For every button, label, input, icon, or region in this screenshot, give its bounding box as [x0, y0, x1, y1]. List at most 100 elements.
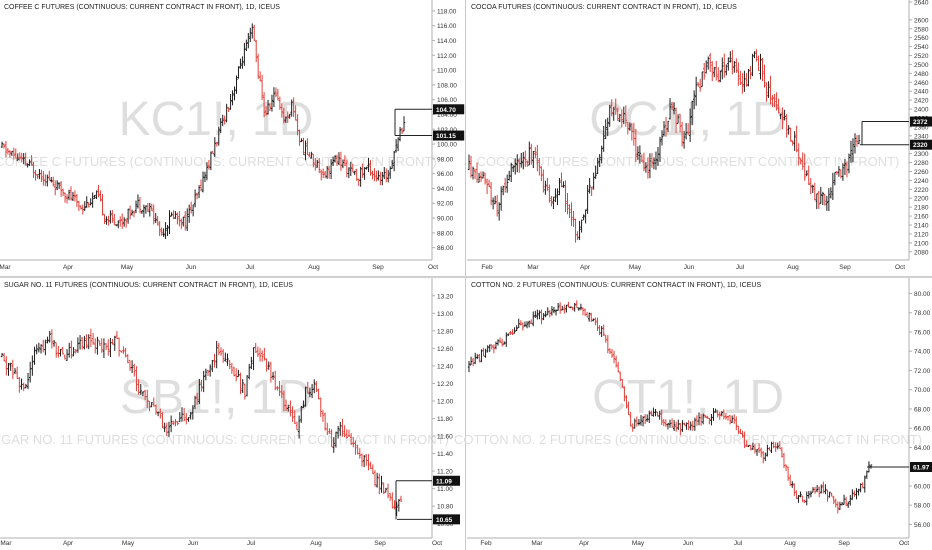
coffee-chart-svg: KC1!, 1D COFFEE C FUTURES (CONTINUOUS: CU… — [0, 0, 465, 271]
ohlc-bar — [136, 194, 140, 209]
ohlc-bar — [163, 422, 166, 433]
ohlc-bar — [349, 433, 353, 446]
ohlc-bar — [269, 361, 273, 383]
ohlc-bar — [396, 137, 400, 152]
ohlc-bar — [757, 55, 760, 72]
y-tick-label: 12.20 — [437, 381, 454, 388]
ohlc-bar — [148, 400, 151, 412]
ohlc-bar — [604, 119, 607, 139]
ohlc-bar — [703, 62, 706, 80]
ohlc-bar — [741, 430, 744, 438]
ohlc-bar — [380, 475, 383, 493]
y-tick-label: 12.40 — [437, 363, 454, 370]
ohlc-bar — [844, 496, 848, 507]
ohlc-bar — [221, 348, 225, 363]
price-tag — [433, 514, 460, 525]
panel-divider-horizontal[interactable] — [0, 276, 932, 278]
ohlc-bar — [97, 184, 100, 198]
ohlc-bar — [610, 99, 613, 117]
ohlc-bar — [592, 318, 595, 322]
chart-panel-coffee[interactable]: KC1!, 1D COFFEE C FUTURES (CONTINUOUS: CU… — [0, 0, 465, 275]
ohlc-bar — [247, 32, 250, 49]
y-tick-label: 2100 — [914, 240, 929, 247]
ohlc-bar — [505, 174, 509, 193]
ohlc-bar — [59, 180, 63, 197]
ohlc-bar — [510, 162, 513, 183]
ohlc-bar — [68, 342, 71, 358]
ohlc-bar — [245, 375, 249, 397]
ohlc-bar — [546, 307, 549, 316]
ohlc-bar — [164, 222, 167, 239]
ohlc-bar — [561, 305, 564, 311]
ohlc-bar — [753, 444, 757, 454]
cotton-chart-svg: CT1!, 1D COTTON NO. 2 FUTURES (CONTINUOUS… — [454, 278, 932, 547]
x-tick-label: Oct — [432, 540, 442, 547]
ohlc-bar — [668, 98, 672, 120]
ohlc-bar — [33, 346, 36, 365]
ohlc-bar — [213, 354, 216, 368]
ohlc-bar — [728, 414, 732, 425]
ohlc-bar — [660, 130, 664, 146]
ohlc-bar — [154, 213, 157, 224]
x-tick-label: Sep — [838, 540, 850, 547]
ohlc-bar — [55, 180, 59, 191]
ohlc-bar — [347, 167, 351, 179]
ohlc-bar — [622, 106, 625, 125]
ohlc-bar — [156, 215, 159, 226]
ohlc-bar — [512, 165, 515, 173]
ohlc-bar — [42, 171, 45, 186]
ohlc-bar — [832, 495, 835, 505]
ohlc-bar — [140, 210, 144, 215]
ohlc-bar — [709, 53, 712, 72]
ohlc-bar — [558, 302, 562, 314]
y-tick-label: 112.00 — [437, 53, 457, 60]
ohlc-bar — [486, 345, 489, 353]
ohlc-bar — [28, 361, 32, 383]
ohlc-bar — [631, 423, 634, 432]
ohlc-bar — [600, 145, 603, 164]
ohlc-bar — [81, 337, 84, 350]
ohlc-bar — [217, 126, 220, 146]
ohlc-bar — [474, 352, 477, 365]
ohlc-bar — [308, 151, 311, 157]
ohlc-bar — [9, 362, 12, 371]
ohlc-bar — [491, 197, 495, 210]
ohlc-bar — [168, 210, 171, 235]
chart-panel-cocoa[interactable]: CC1!, 1D COCOA FUTURES (CONTINUOUS: CURRE… — [467, 0, 932, 275]
ohlc-bar — [793, 483, 796, 496]
ohlc-bar — [293, 410, 296, 425]
ohlc-bar — [717, 67, 720, 83]
ohlc-bar — [14, 148, 17, 159]
price-tag-label: 104.70 — [436, 107, 456, 114]
ohlc-bar — [536, 309, 539, 320]
ohlc-bar — [495, 195, 499, 217]
ohlc-bar — [74, 349, 77, 354]
y-tick-label: 2560 — [914, 35, 929, 42]
ohlc-bar — [863, 475, 866, 493]
y-tick-label: 12.60 — [437, 346, 454, 353]
ohlc-bar — [771, 95, 774, 108]
x-tick-label: Jun — [186, 264, 197, 271]
ohlc-bar — [857, 134, 861, 145]
ohlc-bar — [700, 71, 704, 87]
ohlc-bar — [566, 192, 569, 215]
chart-panel-sugar[interactable]: SB1!, 1D SUGAR NO. 11 FUTURES (CONTINUOUS… — [0, 278, 464, 550]
ohlc-bar — [172, 420, 175, 426]
ohlc-bar — [154, 404, 158, 415]
x-tick-label: Apr — [63, 540, 74, 547]
ohlc-bar — [612, 106, 615, 121]
ohlc-bar — [520, 152, 523, 168]
ohlc-bar — [241, 379, 244, 394]
ohlc-bar — [59, 348, 62, 357]
ohlc-bar — [152, 204, 155, 225]
ohlc-bar — [22, 382, 25, 392]
price-tag — [433, 130, 465, 141]
y-tick-label: 11.80 — [437, 416, 453, 423]
ohlc-bar — [481, 171, 485, 179]
ohlc-bar — [202, 370, 205, 393]
y-tick-label: 2080 — [914, 249, 929, 256]
ohlc-bar — [759, 447, 763, 458]
chart-panel-cotton[interactable]: CT1!, 1D COTTON NO. 2 FUTURES (CONTINUOUS… — [454, 278, 932, 550]
panel-divider-vertical[interactable] — [465, 0, 466, 550]
ohlc-bar — [121, 213, 124, 229]
